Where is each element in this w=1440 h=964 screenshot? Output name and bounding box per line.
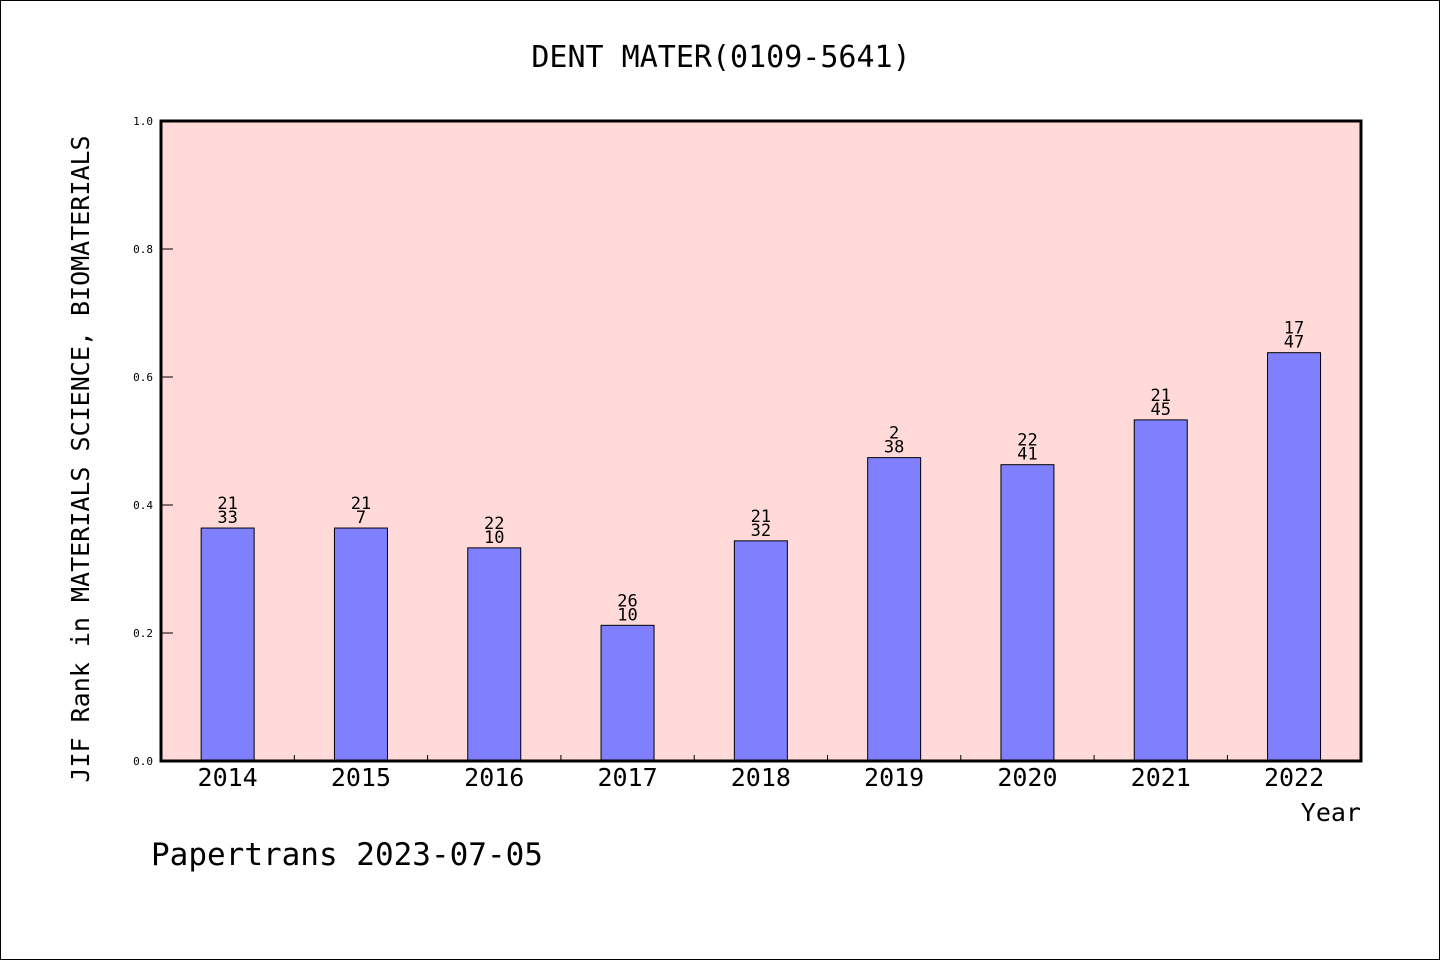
- data-label-top: 21: [217, 494, 237, 514]
- x-tick-label: 2018: [731, 763, 791, 792]
- x-tick-label: 2015: [331, 763, 391, 792]
- bar-2016: [467, 547, 522, 762]
- bar-2015: [333, 527, 388, 762]
- plot-border: [159, 119, 1363, 763]
- data-label-bottom: 33: [217, 508, 237, 528]
- x-tick-label: 2021: [1131, 763, 1191, 792]
- data-label-top: 21: [351, 494, 371, 514]
- data-label-top: 2: [889, 424, 899, 444]
- y-tick-label: 0.6: [133, 371, 153, 384]
- y-axis-ticks: 0.0 0.2 0.4 0.6 0.8 1.0: [133, 115, 173, 768]
- data-label-top: 22: [484, 514, 504, 534]
- data-label-bottom: 10: [484, 528, 504, 548]
- x-tick-label: 2019: [864, 763, 924, 792]
- data-label-bottom: 32: [751, 521, 771, 541]
- bar-2014: [200, 527, 255, 762]
- data-label-top: 21: [1151, 386, 1171, 406]
- bar-2017: [600, 624, 655, 762]
- x-tick-label: 2017: [597, 763, 657, 792]
- bar-2020: [1000, 464, 1055, 762]
- chart-title: DENT MATER(0109-5641): [531, 40, 910, 75]
- data-label-top: 22: [1017, 431, 1037, 451]
- data-label-bottom: 7: [356, 508, 366, 528]
- y-tick-label: 1.0: [133, 115, 153, 128]
- y-tick-label: 0.2: [133, 627, 153, 640]
- x-tick-label: 2020: [997, 763, 1057, 792]
- x-tick-label: 2014: [198, 763, 258, 792]
- y-tick-label: 0.8: [133, 243, 153, 256]
- data-label-top: 26: [617, 591, 637, 611]
- data-label-bottom: 45: [1151, 400, 1171, 420]
- x-axis-label: Year: [1301, 798, 1361, 827]
- data-label-bottom: 47: [1284, 333, 1304, 353]
- bar-2021: [1133, 419, 1188, 762]
- bars-group: [200, 352, 1322, 762]
- data-label-top: 21: [751, 507, 771, 527]
- data-label-bottom: 10: [617, 605, 637, 625]
- x-tick-label: 2022: [1264, 763, 1324, 792]
- bar-2019: [867, 457, 922, 762]
- data-label-bottom: 41: [1017, 445, 1037, 465]
- bar-2018: [733, 540, 788, 762]
- bar-2022: [1267, 352, 1322, 762]
- y-tick-label: 0.0: [133, 755, 153, 768]
- y-axis-label: JIF Rank in MATERIALS SCIENCE, BIOMATERI…: [66, 135, 95, 782]
- data-label-top: 17: [1284, 319, 1304, 339]
- x-tick-label: 2016: [464, 763, 524, 792]
- y-tick-label: 0.4: [133, 499, 153, 512]
- x-axis-ticks: 2014 2015 2016 2017 2018 2019 2020 2021 2022: [198, 755, 1324, 792]
- data-label-bottom: 38: [884, 438, 904, 458]
- footer-text: Papertrans 2023-07-05: [151, 837, 543, 873]
